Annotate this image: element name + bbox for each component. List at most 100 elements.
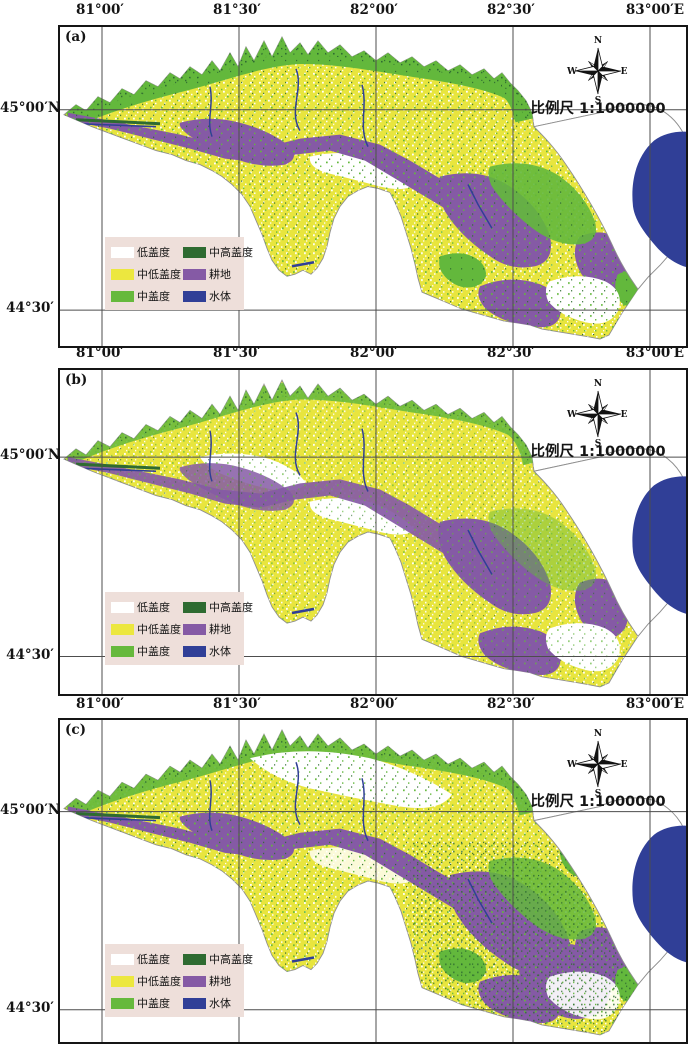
compass-rose-icon: N W E S	[566, 379, 628, 448]
legend-swatch	[111, 953, 134, 965]
legend-label: 中低盖度	[137, 268, 181, 281]
legend-swatch	[111, 623, 134, 635]
scale-label: 比例尺 1:1000000	[530, 101, 666, 117]
scale-label: 比例尺 1:1000000	[530, 794, 666, 810]
compass-n: N	[594, 729, 602, 739]
panel-b-map: (b) N W E S 比例尺 1:1000000 低盖度 中低盖度 中盖度	[58, 368, 688, 696]
legend-item: 耕地	[183, 621, 253, 637]
legend-label: 中高盖度	[209, 953, 253, 966]
legend-item: 水体	[183, 643, 253, 659]
legend-item: 中高盖度	[183, 244, 253, 260]
y-tick-label: 45°00′N	[0, 100, 61, 116]
compass-rose-icon: N W E S	[566, 36, 628, 105]
x-tick-label: 81°00′	[76, 345, 124, 361]
x-tick-label: 82°00′	[350, 696, 398, 712]
legend-label: 中低盖度	[137, 975, 181, 988]
legend-label: 水体	[209, 645, 231, 658]
panel-a-letter: (a)	[65, 29, 87, 45]
legend-label: 低盖度	[137, 601, 170, 614]
x-tick-label: 81°00′	[76, 696, 124, 712]
x-tick-label: 82°30′	[487, 696, 535, 712]
legend-swatch	[111, 645, 134, 657]
x-tick-label: 81°30′	[213, 696, 261, 712]
legend-swatch	[183, 953, 206, 965]
legend-label: 中低盖度	[137, 623, 181, 636]
legend-item: 水体	[183, 288, 253, 304]
y-tick-label: 44°30′	[6, 300, 54, 316]
legend-item: 低盖度	[111, 244, 181, 260]
panel-c-letter: (c)	[65, 722, 86, 738]
x-tick-label: 82°30′	[487, 2, 535, 18]
legend-swatch	[111, 601, 134, 613]
legend-swatch	[183, 268, 206, 280]
x-tick-label: 83°00′E	[625, 2, 685, 18]
legend-item: 耕地	[183, 973, 253, 989]
y-tick-label: 45°00′N	[0, 447, 61, 463]
panel-b-letter: (b)	[65, 372, 88, 388]
legend-swatch	[111, 290, 134, 302]
x-tick-label: 82°30′	[487, 345, 535, 361]
compass-rose-icon: N W E S	[566, 729, 628, 798]
legend-swatch	[183, 290, 206, 302]
legend-label: 中高盖度	[209, 246, 253, 259]
legend-swatch	[183, 975, 206, 987]
legend-swatch	[183, 997, 206, 1009]
legend-label: 低盖度	[137, 953, 170, 966]
compass-e: E	[621, 67, 628, 77]
legend: 低盖度 中低盖度 中盖度 中高盖度 耕地 水体	[105, 592, 253, 665]
legend-label: 中盖度	[137, 997, 170, 1010]
panel-a-longitude-labels: 81°00′ 81°30′ 82°00′ 82°30′ 83°00′E	[0, 2, 700, 20]
panel-b-longitude-labels: 81°00′ 81°30′ 82°00′ 82°30′ 83°00′E	[0, 345, 700, 363]
legend-label: 低盖度	[137, 246, 170, 259]
legend-item: 中盖度	[111, 995, 181, 1011]
y-tick-label: 45°00′N	[0, 802, 61, 818]
compass-e: E	[621, 410, 628, 420]
compass-e: E	[621, 760, 628, 770]
legend-swatch	[183, 246, 206, 258]
scale-label: 比例尺 1:1000000	[530, 444, 666, 460]
x-tick-label: 81°00′	[76, 2, 124, 18]
compass-s: S	[595, 439, 602, 448]
y-tick-label: 44°30′	[6, 1000, 54, 1016]
compass-w: W	[566, 760, 578, 770]
legend-item: 水体	[183, 995, 253, 1011]
legend: 低盖度 中低盖度 中盖度 中高盖度 耕地 水体	[105, 237, 253, 310]
x-tick-label: 83°00′E	[625, 345, 685, 361]
legend-swatch	[111, 997, 134, 1009]
compass-n: N	[594, 379, 602, 389]
legend-label: 水体	[209, 290, 231, 303]
x-tick-label: 81°30′	[213, 2, 261, 18]
legend-swatch	[183, 623, 206, 635]
legend-item: 中低盖度	[111, 973, 181, 989]
x-tick-label: 81°30′	[213, 345, 261, 361]
panel-a-map: (a) N W E S 比例尺 1:1000000 低盖度 中低盖度 中盖度	[58, 25, 688, 348]
legend: 低盖度 中低盖度 中盖度 中高盖度 耕地 水体	[105, 944, 253, 1017]
legend-item: 中高盖度	[183, 951, 253, 967]
compass-w: W	[566, 67, 578, 77]
compass-n: N	[594, 36, 602, 46]
legend-item: 低盖度	[111, 951, 181, 967]
x-tick-label: 82°00′	[350, 345, 398, 361]
compass-s: S	[595, 96, 602, 105]
legend-label: 耕地	[209, 623, 231, 636]
x-tick-label: 82°00′	[350, 2, 398, 18]
legend-swatch	[111, 268, 134, 280]
legend-item: 中低盖度	[111, 266, 181, 282]
legend-swatch	[111, 975, 134, 987]
legend-swatch	[183, 645, 206, 657]
legend-item: 中低盖度	[111, 621, 181, 637]
legend-label: 水体	[209, 997, 231, 1010]
legend-label: 中盖度	[137, 645, 170, 658]
legend-item: 中高盖度	[183, 599, 253, 615]
panel-c-map: (c) N W E S 比例尺 1:1000000 低盖度 中低盖度 中盖度	[58, 718, 688, 1044]
legend-swatch	[183, 601, 206, 613]
legend-swatch	[111, 246, 134, 258]
legend-label: 中高盖度	[209, 601, 253, 614]
legend-item: 中盖度	[111, 288, 181, 304]
legend-label: 耕地	[209, 975, 231, 988]
compass-s: S	[595, 789, 602, 798]
legend-label: 耕地	[209, 268, 231, 281]
legend-item: 耕地	[183, 266, 253, 282]
y-tick-label: 44°30′	[6, 647, 54, 663]
